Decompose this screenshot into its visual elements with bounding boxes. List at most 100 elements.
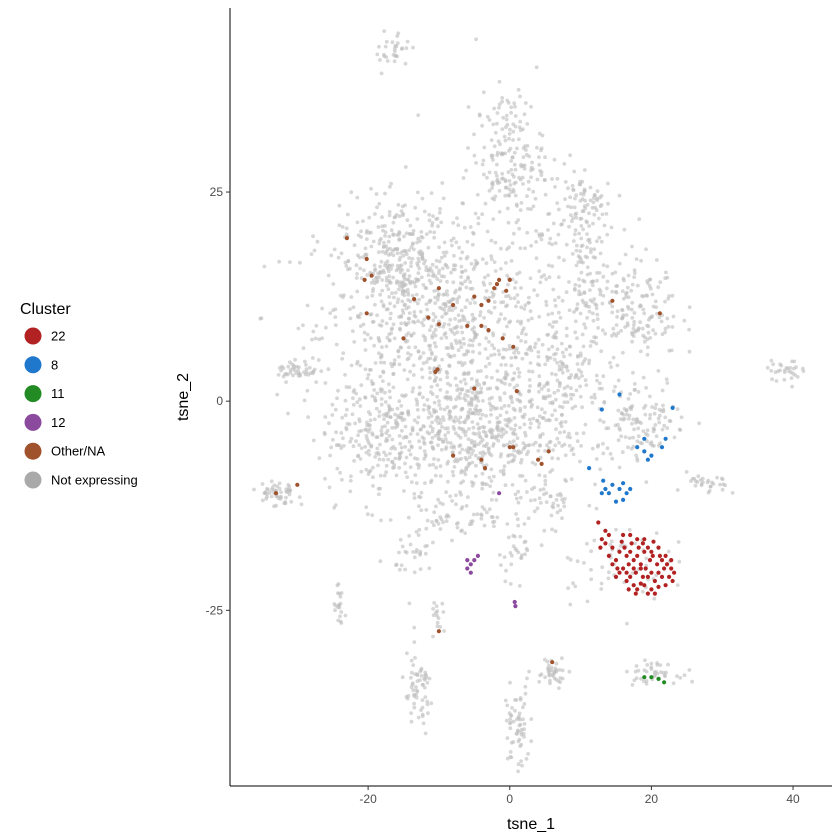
not-expressing-point xyxy=(666,324,671,329)
not-expressing-point xyxy=(552,357,557,362)
not-expressing-point xyxy=(341,436,345,441)
not-expressing-point xyxy=(631,370,635,375)
not-expressing-point xyxy=(438,207,442,211)
not-expressing-point xyxy=(376,486,381,491)
not-expressing-point xyxy=(527,378,532,382)
not-expressing-point xyxy=(790,384,794,389)
not-expressing-point xyxy=(269,494,274,499)
not-expressing-point xyxy=(557,686,561,690)
not-expressing-point xyxy=(375,446,380,451)
not-expressing-point xyxy=(560,668,565,673)
not-expressing-point xyxy=(369,244,374,249)
not-expressing-point xyxy=(502,332,506,337)
not-expressing-point xyxy=(435,609,440,614)
not-expressing-point xyxy=(362,268,366,273)
cluster-point xyxy=(435,367,440,372)
not-expressing-point xyxy=(574,431,579,436)
not-expressing-point xyxy=(269,488,274,492)
not-expressing-point xyxy=(474,404,479,408)
not-expressing-point xyxy=(392,247,397,252)
not-expressing-point xyxy=(395,406,400,411)
not-expressing-point xyxy=(528,309,533,313)
not-expressing-point xyxy=(461,372,466,377)
not-expressing-point xyxy=(445,371,450,376)
not-expressing-point xyxy=(562,504,567,509)
not-expressing-point xyxy=(652,674,657,679)
not-expressing-point xyxy=(550,456,555,460)
not-expressing-point xyxy=(438,279,443,283)
not-expressing-point xyxy=(529,104,533,109)
not-expressing-point xyxy=(302,398,307,403)
not-expressing-point xyxy=(556,275,561,279)
not-expressing-point xyxy=(571,216,575,221)
not-expressing-point xyxy=(490,181,494,186)
not-expressing-point xyxy=(430,429,435,434)
not-expressing-point xyxy=(668,419,673,424)
not-expressing-point xyxy=(471,411,475,416)
not-expressing-point xyxy=(350,412,355,417)
not-expressing-point xyxy=(672,435,677,440)
not-expressing-point xyxy=(380,288,385,293)
not-expressing-point xyxy=(682,673,687,678)
not-expressing-point xyxy=(402,394,407,399)
not-expressing-point xyxy=(653,331,658,336)
not-expressing-point xyxy=(556,232,561,237)
not-expressing-point xyxy=(452,459,457,464)
not-expressing-point xyxy=(459,264,464,269)
not-expressing-point xyxy=(661,403,665,408)
not-expressing-point xyxy=(426,415,431,420)
not-expressing-point xyxy=(425,518,430,523)
not-expressing-point xyxy=(385,59,390,63)
not-expressing-point xyxy=(383,234,387,238)
not-expressing-point xyxy=(608,360,612,365)
cluster-point xyxy=(642,436,647,441)
not-expressing-point xyxy=(500,99,504,104)
not-expressing-point xyxy=(505,206,510,211)
not-expressing-point xyxy=(442,629,446,633)
not-expressing-point xyxy=(335,396,339,401)
not-expressing-point xyxy=(536,354,541,359)
not-expressing-point xyxy=(364,505,369,509)
not-expressing-point xyxy=(333,503,338,507)
not-expressing-point xyxy=(548,678,552,683)
not-expressing-point xyxy=(616,378,621,383)
not-expressing-point xyxy=(431,606,435,611)
not-expressing-point xyxy=(466,414,470,418)
not-expressing-point xyxy=(574,388,579,393)
not-expressing-point xyxy=(490,153,495,158)
cluster-point xyxy=(610,482,615,487)
not-expressing-point xyxy=(454,397,458,402)
not-expressing-point xyxy=(484,463,489,467)
not-expressing-point xyxy=(432,289,437,293)
not-expressing-point xyxy=(590,311,595,316)
not-expressing-point xyxy=(479,369,483,373)
not-expressing-point xyxy=(543,657,547,662)
not-expressing-point xyxy=(498,413,503,418)
not-expressing-point xyxy=(581,344,586,349)
not-expressing-point xyxy=(316,358,321,362)
cluster-point xyxy=(486,328,491,333)
not-expressing-point xyxy=(618,544,623,548)
not-expressing-point xyxy=(585,202,590,207)
not-expressing-point xyxy=(452,253,456,258)
not-expressing-point xyxy=(561,393,566,398)
not-expressing-point xyxy=(384,283,389,288)
not-expressing-point xyxy=(361,255,365,259)
not-expressing-point xyxy=(380,249,385,254)
cluster-point xyxy=(626,562,631,567)
not-expressing-point xyxy=(418,354,423,359)
not-expressing-point xyxy=(435,613,439,618)
not-expressing-point xyxy=(355,195,360,200)
not-expressing-point xyxy=(553,443,558,448)
not-expressing-point xyxy=(546,388,551,393)
not-expressing-point xyxy=(689,479,693,483)
not-expressing-point xyxy=(524,546,529,551)
not-expressing-point xyxy=(654,402,659,407)
not-expressing-point xyxy=(589,577,594,582)
not-expressing-point xyxy=(563,197,567,202)
not-expressing-point xyxy=(479,513,484,517)
not-expressing-point xyxy=(484,434,489,439)
not-expressing-point xyxy=(276,373,281,377)
not-expressing-point xyxy=(419,666,424,671)
not-expressing-point xyxy=(509,356,514,360)
